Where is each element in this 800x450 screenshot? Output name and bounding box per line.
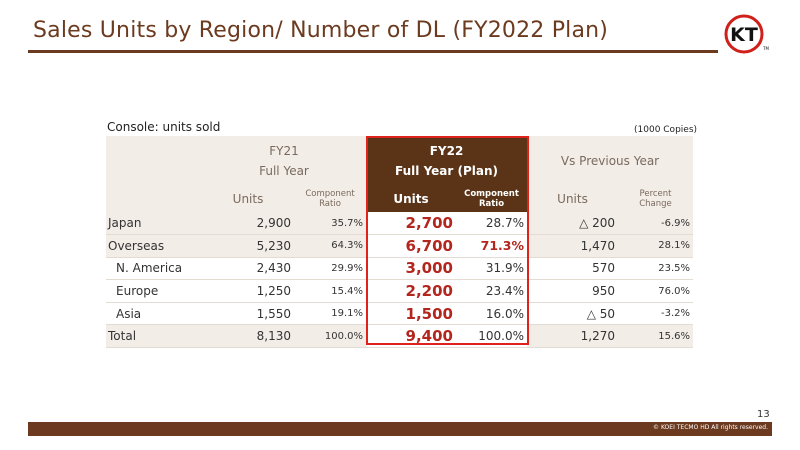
fy21-ratio-cell: 100.0% bbox=[294, 324, 366, 349]
row-label: N. America bbox=[106, 257, 202, 281]
sales-table: FY21 Full Year FY22 Full Year (Plan) Vs … bbox=[106, 136, 694, 349]
vs-units-cell: 1,470 bbox=[527, 234, 619, 258]
fy22-units-cell: 2,700 bbox=[366, 212, 456, 236]
page-title: Sales Units by Region/ Number of DL (FY2… bbox=[33, 18, 609, 43]
fy21-ratio-cell: 19.1% bbox=[294, 302, 366, 326]
table-row: Asia 1,550 19.1% 1,500 16.0% △ 50 -3.2% bbox=[106, 302, 694, 326]
fy22-ratio-header: Component Ratio bbox=[456, 185, 528, 212]
vs-change-header: Percent Change bbox=[618, 185, 694, 212]
fy22-units-cell: 2,200 bbox=[366, 279, 456, 303]
fy21-ratio-cell: 35.7% bbox=[294, 212, 366, 236]
logo-lettering: KT bbox=[730, 24, 758, 46]
fy22-ratio-cell: 28.7% bbox=[456, 212, 528, 236]
fy22-ratio-cell: 16.0% bbox=[456, 302, 528, 326]
row-label: Europe bbox=[106, 279, 202, 303]
fy21-units-cell: 8,130 bbox=[202, 324, 294, 349]
table-row: Overseas 5,230 64.3% 6,700 71.3% 1,470 2… bbox=[106, 234, 694, 258]
koei-tecmo-logo: KT TM bbox=[724, 14, 769, 54]
table-subtitle: Console: units sold bbox=[107, 120, 221, 134]
vs-change-cell: 76.0% bbox=[618, 279, 694, 303]
fy21-units-cell: 2,430 bbox=[202, 257, 294, 281]
vs-units-cell: 1,270 bbox=[527, 324, 619, 349]
fy21-ratio-cell: 64.3% bbox=[294, 234, 366, 258]
table-row: N. America 2,430 29.9% 3,000 31.9% 570 2… bbox=[106, 257, 694, 281]
vs-units-header: Units bbox=[527, 185, 619, 212]
fy22-ratio-cell: 23.4% bbox=[456, 279, 528, 303]
footer-bar bbox=[28, 422, 772, 436]
vs-units-cell: 950 bbox=[527, 279, 619, 303]
header-empty bbox=[106, 136, 202, 185]
vs-change-cell: -6.9% bbox=[618, 212, 694, 236]
fy21-units-header: Units bbox=[202, 185, 294, 212]
fy22-units-header: Units bbox=[366, 185, 456, 212]
header-row-subcols: Units Component Ratio Units Component Rati… bbox=[106, 185, 694, 212]
row-label: Total bbox=[106, 324, 202, 349]
fy22-ratio-cell: 71.3% bbox=[456, 234, 528, 258]
row-label: Overseas bbox=[106, 234, 202, 258]
fy21-units-cell: 1,550 bbox=[202, 302, 294, 326]
fy22-ratio-cell: 100.0% bbox=[456, 324, 528, 349]
table-row: Europe 1,250 15.4% 2,200 23.4% 950 76.0% bbox=[106, 279, 694, 303]
fy22-units-cell: 1,500 bbox=[366, 302, 456, 326]
vs-units-cell: △ 200 bbox=[527, 212, 619, 236]
fy22-units-cell: 9,400 bbox=[366, 324, 456, 349]
vs-units-cell: △ 50 bbox=[527, 302, 619, 326]
vs-change-cell: 23.5% bbox=[618, 257, 694, 281]
header-fy21: FY21 Full Year bbox=[202, 136, 366, 185]
table-row-total: Total 8,130 100.0% 9,400 100.0% 1,270 15… bbox=[106, 324, 694, 349]
page-number: 13 bbox=[757, 409, 770, 420]
fy21-units-cell: 5,230 bbox=[202, 234, 294, 258]
fy21-units-cell: 1,250 bbox=[202, 279, 294, 303]
fy21-units-cell: 2,900 bbox=[202, 212, 294, 236]
fy21-ratio-cell: 29.9% bbox=[294, 257, 366, 281]
fy22-units-cell: 3,000 bbox=[366, 257, 456, 281]
fy21-ratio-header: Component Ratio bbox=[294, 185, 366, 212]
table-row: Japan 2,900 35.7% 2,700 28.7% △ 200 -6.9… bbox=[106, 212, 694, 236]
row-label: Asia bbox=[106, 302, 202, 326]
vs-change-cell: -3.2% bbox=[618, 302, 694, 326]
vs-units-cell: 570 bbox=[527, 257, 619, 281]
fy22-units-cell: 6,700 bbox=[366, 234, 456, 258]
vs-change-cell: 15.6% bbox=[618, 324, 694, 349]
header-fy22: FY22 Full Year (Plan) bbox=[366, 136, 528, 185]
unit-note: (1000 Copies) bbox=[634, 125, 698, 135]
header-row-groups: FY21 Full Year FY22 Full Year (Plan) Vs … bbox=[106, 136, 694, 185]
fy21-ratio-cell: 15.4% bbox=[294, 279, 366, 303]
title-divider bbox=[28, 50, 718, 53]
logo-tm: TM bbox=[762, 46, 769, 51]
header-vs-previous: Vs Previous Year bbox=[527, 136, 694, 185]
copyright-text: © KOEI TECMO HD All rights reserved. bbox=[653, 424, 768, 431]
fy22-ratio-cell: 31.9% bbox=[456, 257, 528, 281]
row-label: Japan bbox=[106, 212, 202, 236]
vs-change-cell: 28.1% bbox=[618, 234, 694, 258]
